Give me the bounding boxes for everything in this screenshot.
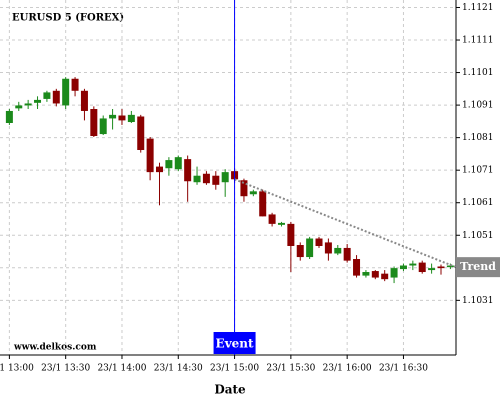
candle-body	[90, 109, 98, 137]
x-tick-label: 23/1 15:00	[210, 364, 259, 374]
watermark: www.delkos.com	[13, 343, 97, 353]
event-label: Event	[216, 337, 254, 351]
x-tick-label: 23/1 15:30	[266, 364, 315, 374]
candle-body	[43, 92, 51, 99]
trend-label: Trend	[460, 260, 496, 273]
candle-body	[306, 238, 314, 258]
candle-body	[437, 266, 445, 269]
x-tick-label: 23/1 16:00	[323, 364, 372, 374]
candle-body	[52, 90, 60, 104]
candle-body	[371, 271, 379, 278]
x-tick-label: 23/1 14:30	[154, 364, 203, 374]
candle-body	[118, 115, 126, 121]
candle-body	[156, 166, 164, 173]
candle-body	[24, 103, 32, 106]
candle-body	[428, 268, 436, 271]
chart-title: EURUSD 5 (FOREX)	[12, 13, 124, 24]
candle-body	[381, 273, 389, 280]
y-tick-label: 1.1031	[462, 296, 494, 306]
candle-body	[80, 90, 88, 111]
candle-body	[362, 272, 370, 276]
candle-body	[390, 268, 398, 278]
candle-body	[418, 262, 426, 273]
x-tick-label: 23/1 13:00	[0, 364, 34, 374]
x-tick-label: 23/1 16:30	[379, 364, 428, 374]
candle-body	[109, 114, 117, 119]
event-label-box	[213, 332, 256, 354]
candle-body	[71, 78, 79, 91]
candle-body	[240, 180, 248, 197]
candle-body	[334, 247, 342, 254]
y-tick-label: 1.1071	[462, 166, 494, 176]
candle-body	[202, 173, 210, 184]
candle-body	[34, 99, 42, 103]
x-axis-label: Date	[214, 383, 246, 397]
candle-body	[296, 245, 304, 258]
candle-body	[399, 265, 407, 270]
y-tick-label: 1.1121	[462, 3, 494, 13]
candle-body	[324, 242, 332, 254]
candle-body	[127, 114, 135, 123]
y-tick-label: 1.1091	[462, 101, 494, 111]
trend-label-box	[456, 257, 500, 278]
candle-body	[146, 138, 154, 173]
candle-body	[212, 175, 220, 185]
candle-body	[277, 222, 285, 225]
candle-body	[287, 223, 295, 246]
candle-body	[62, 78, 70, 106]
candle-body	[353, 259, 361, 276]
candle-body	[15, 105, 23, 109]
candle-body	[259, 191, 267, 217]
y-tick-label: 1.1081	[462, 133, 494, 143]
candle-body	[174, 157, 182, 170]
candle-body	[446, 265, 454, 268]
x-tick-label: 23/1 14:00	[97, 364, 146, 374]
candle-body	[268, 214, 276, 224]
candle-body	[315, 238, 323, 246]
candle-body	[249, 191, 257, 195]
candle-body	[99, 118, 107, 135]
y-tick-label: 1.1061	[462, 198, 494, 208]
y-tick-label: 1.1111	[462, 36, 494, 46]
candle-body	[184, 159, 192, 182]
x-tick-label: 23/1 13:30	[41, 364, 90, 374]
candle-body	[343, 247, 351, 261]
candle-body	[221, 172, 229, 183]
y-tick-label: 1.1101	[462, 68, 494, 78]
candle-body	[137, 116, 145, 151]
y-tick-label: 1.1051	[462, 231, 494, 241]
candle-body	[5, 110, 13, 123]
candle-body	[409, 263, 417, 266]
candle-body	[193, 175, 201, 183]
candle-body	[165, 160, 173, 169]
